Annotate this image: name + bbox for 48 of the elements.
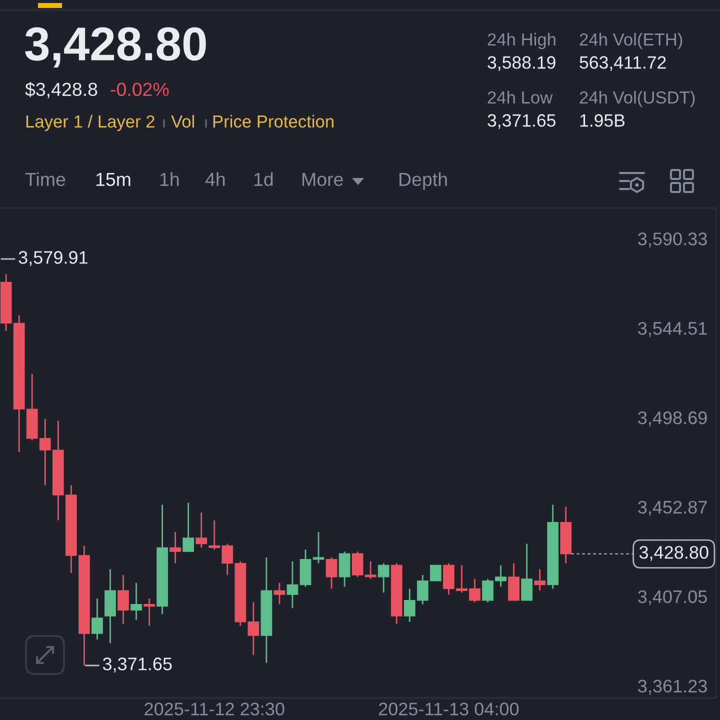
text: Price Protection (213, 114, 334, 128)
y-tick-label: 3,544.51 (638, 322, 707, 337)
text: 24h Vol(USDT) (580, 90, 695, 108)
candlestick (508, 562, 520, 602)
text: 3,428.80 (25, 27, 206, 68)
text: Time (25, 172, 66, 186)
text: 1.95B (580, 114, 625, 127)
candlestick (534, 568, 546, 592)
candlestick (378, 562, 390, 594)
y-tick-label: 3,498.69 (638, 411, 707, 426)
text: Depth (400, 172, 447, 190)
candlestick (182, 502, 194, 552)
text: 1d (254, 172, 273, 186)
text: 24h Vol(ETH) (580, 32, 682, 50)
text: More (302, 172, 343, 186)
x-tick-label: 2025-11-12 23:30 (144, 702, 284, 716)
text: 24h High (488, 32, 556, 50)
candlestick (326, 556, 338, 590)
y-tick-label: 3,361.23 (638, 680, 707, 695)
text: 4h (205, 172, 225, 186)
candlestick (144, 598, 155, 626)
y-tick-label: 3,452.87 (638, 500, 707, 516)
candlestick (286, 560, 298, 609)
y-tick-label: 3,407.05 (638, 590, 707, 606)
candlestick (521, 543, 532, 602)
text: 563,411.72 (580, 56, 666, 71)
annotation: 3,579.91 (18, 251, 88, 266)
text: Vol (171, 114, 194, 128)
candlestick (130, 582, 142, 621)
candlestick (274, 582, 286, 605)
candlestick (118, 574, 129, 625)
candlestick (170, 531, 181, 564)
text: -0.02% (110, 82, 169, 96)
text: Layer 1 / Layer 2 (26, 114, 154, 132)
candlestick (312, 531, 324, 564)
text: $3,428.8 (25, 82, 98, 98)
text: 3,588.19 (488, 56, 556, 71)
text: 3,371.65 (488, 114, 556, 129)
y-tick-label: 3,590.33 (638, 232, 707, 248)
ref-line-label: 3,428.80 (639, 546, 708, 561)
candlestick (196, 512, 208, 548)
x-tick-label: 2025-11-13 04:00 (378, 702, 519, 716)
candlestick (92, 598, 103, 640)
annotation: 3,371.65 (102, 658, 172, 672)
text: 15m (96, 172, 130, 186)
text: 1h (160, 172, 179, 186)
candlestick (338, 550, 350, 588)
text: 24h Low (488, 90, 553, 104)
